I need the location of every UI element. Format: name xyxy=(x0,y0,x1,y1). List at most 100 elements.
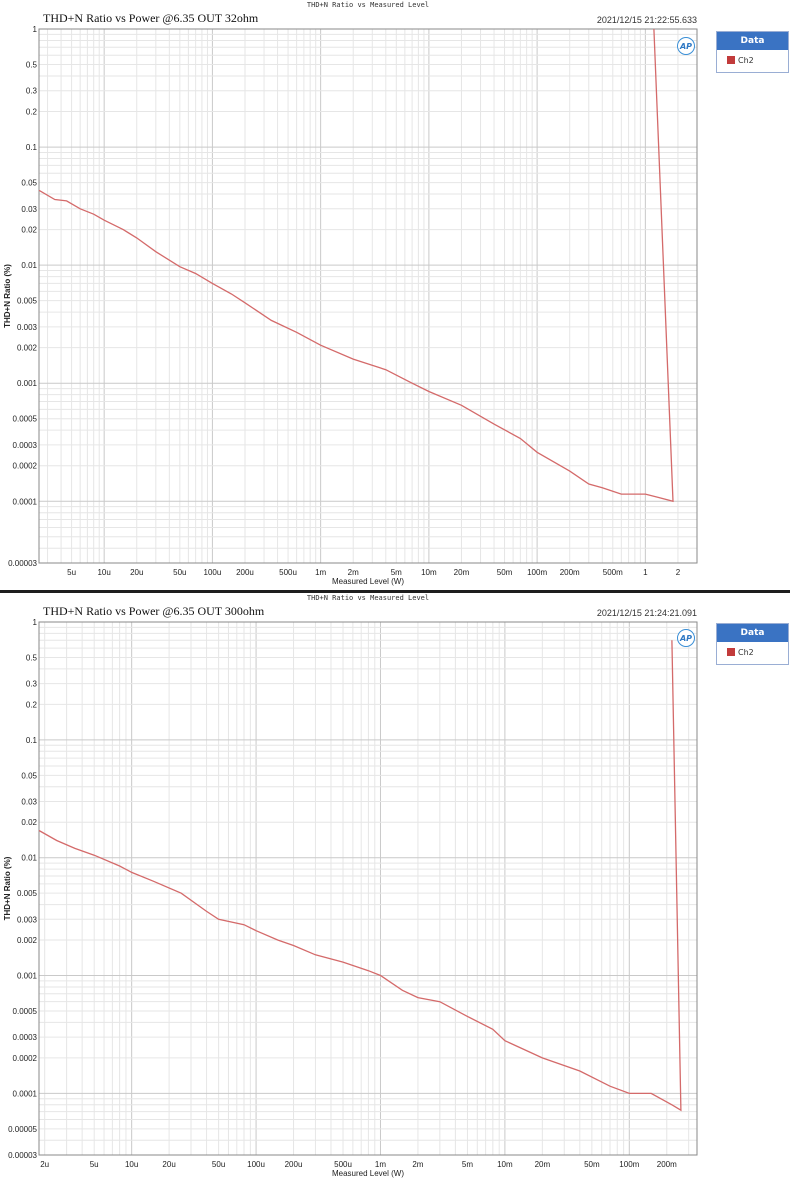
y-tick-label: 0.005 xyxy=(17,889,38,898)
x-tick-label: 100u xyxy=(247,1160,265,1169)
chart-panel-1: 1 0.5 0.3 0.2 0.1 0.05 0.03 0.02 0.01 0.005 0.003 0… xyxy=(0,0,790,590)
x-tick-label: 200m xyxy=(560,568,580,577)
x-tick-label: 200u xyxy=(285,1160,303,1169)
x-tick-label: 500m xyxy=(603,568,623,577)
x-tick-label: 10u xyxy=(125,1160,138,1169)
y-tick-label: 0.0002 xyxy=(13,1054,38,1063)
x-axis-label: Measured Level (W) xyxy=(332,577,404,586)
x-tick-label: 2m xyxy=(412,1160,423,1169)
legend-swatch xyxy=(727,56,735,64)
legend-label: Ch2 xyxy=(738,55,754,65)
x-tick-label: 50u xyxy=(173,568,186,577)
y-tick-label: 0.0003 xyxy=(13,1033,38,1042)
plot-frame xyxy=(38,28,698,564)
top-title: THD+N Ratio vs Measured Level xyxy=(307,1,429,9)
y-tick-label: 1 xyxy=(33,618,38,627)
ap-logo-icon: AP xyxy=(677,629,695,647)
y-tick-label: 0.001 xyxy=(17,379,38,388)
x-tick-label: 100m xyxy=(619,1160,639,1169)
legend-box: Data Ch2 xyxy=(716,623,789,665)
x-tick-label: 50u xyxy=(212,1160,225,1169)
x-tick-label: 10m xyxy=(497,1160,513,1169)
y-tick-label: 0.01 xyxy=(21,854,37,863)
legend-label: Ch2 xyxy=(738,647,754,657)
x-tick-label: 500u xyxy=(334,1160,352,1169)
y-axis-label: THD+N Ratio (%) xyxy=(3,856,12,920)
plot-frame xyxy=(38,621,698,1156)
x-tick-label: 5u xyxy=(67,568,76,577)
y-tick-label: 0.03 xyxy=(21,797,37,806)
y-tick-label: 0.005 xyxy=(17,297,38,306)
y-tick-label: 0.0003 xyxy=(13,441,38,450)
y-tick-label: 0.05 xyxy=(21,771,37,780)
x-tick-label: 200m xyxy=(657,1160,677,1169)
y-tick-label: 0.0001 xyxy=(13,497,38,506)
x-tick-label: 5m xyxy=(391,568,402,577)
y-tick-label: 0.0001 xyxy=(13,1089,38,1098)
y-tick-label: 0.3 xyxy=(26,87,38,96)
legend-header: Data xyxy=(717,624,788,642)
y-tick-label: 0.002 xyxy=(17,344,38,353)
x-tick-label: 5m xyxy=(462,1160,473,1169)
series-line-ch2 xyxy=(38,28,674,503)
legend-item-ch2[interactable]: Ch2 xyxy=(717,50,788,70)
chart-panel-2: 1 0.5 0.3 0.2 0.1 0.05 0.03 0.02 0.01 0.005 0.003 0… xyxy=(0,593,790,1185)
y-tick-label: 0.00003 xyxy=(8,559,37,568)
legend-header: Data xyxy=(717,32,788,50)
x-tick-label: 500u xyxy=(279,568,297,577)
x-tick-label: 2u xyxy=(40,1160,49,1169)
y-axis-label: THD+N Ratio (%) xyxy=(3,264,12,328)
x-tick-label: 10m xyxy=(421,568,437,577)
x-axis-label: Measured Level (W) xyxy=(332,1169,404,1178)
y-tick-label: 0.0002 xyxy=(13,462,38,471)
y-tick-label: 0.5 xyxy=(26,653,38,662)
chart-title: THD+N Ratio vs Power @6.35 OUT 32ohm xyxy=(43,11,259,25)
y-tick-label: 0.1 xyxy=(26,736,38,745)
y-tick-label: 0.002 xyxy=(17,936,38,945)
y-tick-label: 0.05 xyxy=(21,179,37,188)
x-tick-label: 100m xyxy=(527,568,547,577)
x-tick-label: 1 xyxy=(643,568,648,577)
y-tick-label: 0.02 xyxy=(21,818,37,827)
x-tick-label: 20u xyxy=(130,568,143,577)
chart-svg-32ohm: 1 0.5 0.3 0.2 0.1 0.05 0.03 0.02 0.01 0.005 0.003 0… xyxy=(3,1,698,586)
y-tick-label: 0.2 xyxy=(26,108,38,117)
y-tick-label: 0.001 xyxy=(17,972,38,981)
legend-swatch xyxy=(727,648,735,656)
x-tick-label: 1m xyxy=(315,568,326,577)
x-tick-label: 50m xyxy=(584,1160,600,1169)
x-tick-label: 2m xyxy=(348,568,359,577)
x-tick-label: 20m xyxy=(454,568,470,577)
y-tick-label: 0.01 xyxy=(21,261,37,270)
y-tick-label: 0.5 xyxy=(26,61,38,70)
y-tick-label: 0.2 xyxy=(26,700,38,709)
y-tick-label: 0.003 xyxy=(17,915,38,924)
y-tick-label: 0.00003 xyxy=(8,1151,37,1160)
x-tick-label: 2 xyxy=(676,568,681,577)
series-line-ch2 xyxy=(38,640,682,1112)
chart-svg-300ohm: 1 0.5 0.3 0.2 0.1 0.05 0.03 0.02 0.01 0.005 0.003 0… xyxy=(3,594,698,1178)
legend-item-ch2[interactable]: Ch2 xyxy=(717,642,788,662)
y-tick-label: 0.00005 xyxy=(8,1125,37,1134)
top-title: THD+N Ratio vs Measured Level xyxy=(307,594,429,602)
y-tick-label: 0.0005 xyxy=(13,415,38,424)
x-tick-label: 20m xyxy=(535,1160,551,1169)
x-tick-label: 200u xyxy=(236,568,254,577)
panel-divider xyxy=(0,590,790,593)
x-tick-label: 5u xyxy=(90,1160,99,1169)
ap-logo-icon: AP xyxy=(677,37,695,55)
timestamp: 2021/12/15 21:24:21.091 xyxy=(597,608,697,618)
y-tick-label: 0.1 xyxy=(26,143,38,152)
y-tick-label: 0.003 xyxy=(17,323,38,332)
y-tick-label: 0.3 xyxy=(26,680,38,689)
x-tick-label: 10u xyxy=(97,568,110,577)
y-tick-label: 0.0005 xyxy=(13,1007,38,1016)
x-tick-label: 50m xyxy=(497,568,513,577)
x-tick-label: 20u xyxy=(162,1160,175,1169)
y-tick-label: 1 xyxy=(33,25,38,34)
timestamp: 2021/12/15 21:22:55.633 xyxy=(597,15,697,25)
y-tick-label: 0.02 xyxy=(21,226,37,235)
x-tick-label: 1m xyxy=(375,1160,386,1169)
chart-title: THD+N Ratio vs Power @6.35 OUT 300ohm xyxy=(43,604,265,618)
y-tick-label: 0.03 xyxy=(21,205,37,214)
